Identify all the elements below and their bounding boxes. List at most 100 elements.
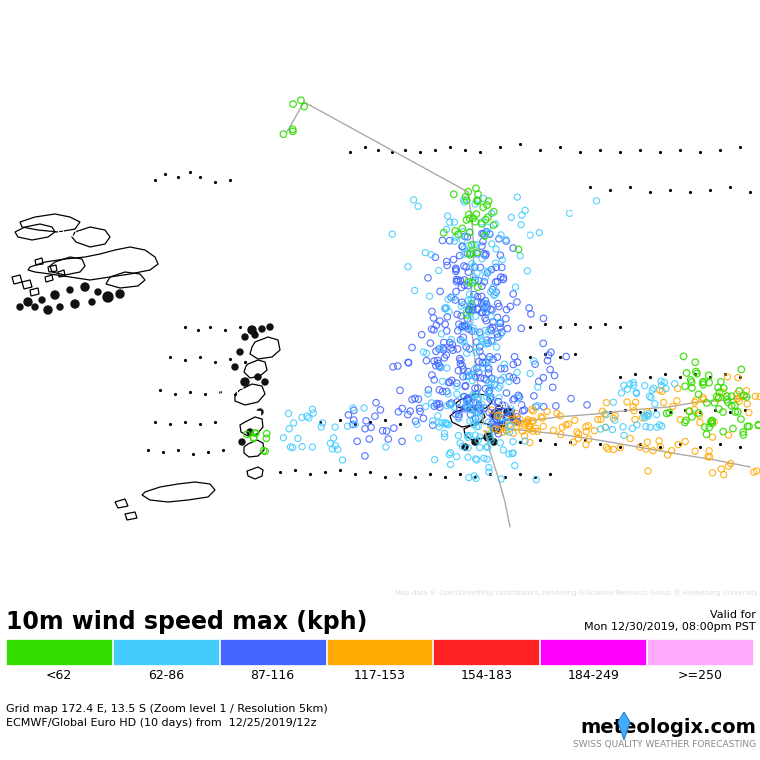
Point bbox=[720, 390, 733, 402]
Point bbox=[406, 341, 418, 353]
Circle shape bbox=[51, 291, 59, 299]
Point bbox=[477, 236, 489, 248]
Point bbox=[287, 123, 299, 135]
Point bbox=[295, 94, 307, 106]
Text: 10m wind speed max (kph): 10m wind speed max (kph) bbox=[6, 610, 367, 634]
Point bbox=[485, 303, 497, 315]
Point bbox=[698, 421, 711, 433]
Point bbox=[466, 325, 478, 337]
Point bbox=[742, 420, 754, 432]
Point bbox=[616, 387, 628, 399]
Point bbox=[743, 420, 755, 432]
Point bbox=[329, 439, 341, 451]
Point bbox=[500, 235, 512, 247]
Point bbox=[503, 426, 515, 439]
Circle shape bbox=[89, 299, 95, 305]
Point bbox=[382, 433, 394, 445]
Point bbox=[387, 361, 399, 373]
Point bbox=[458, 299, 470, 311]
Point bbox=[388, 422, 400, 434]
Point bbox=[432, 417, 445, 429]
Point bbox=[461, 320, 473, 332]
Point bbox=[454, 437, 466, 449]
Point bbox=[732, 392, 744, 404]
Point bbox=[495, 374, 507, 386]
Point bbox=[476, 297, 488, 309]
Point bbox=[441, 418, 453, 430]
Point bbox=[489, 276, 502, 288]
Point bbox=[452, 274, 464, 287]
Point bbox=[458, 391, 470, 403]
Point bbox=[445, 458, 457, 470]
Point bbox=[307, 407, 319, 420]
Point bbox=[472, 195, 484, 207]
Point bbox=[409, 392, 421, 404]
Point bbox=[636, 412, 648, 424]
Point bbox=[639, 412, 651, 424]
Point bbox=[451, 396, 464, 408]
Point bbox=[483, 227, 496, 239]
Point bbox=[461, 195, 473, 207]
Point bbox=[454, 358, 467, 370]
Point bbox=[654, 384, 666, 396]
Point bbox=[430, 345, 442, 357]
Point bbox=[543, 349, 555, 361]
Point bbox=[351, 435, 363, 448]
Point bbox=[451, 276, 463, 288]
Point bbox=[439, 302, 451, 315]
Point bbox=[482, 360, 494, 372]
Point bbox=[467, 418, 480, 430]
Point bbox=[506, 413, 518, 426]
Point bbox=[458, 274, 470, 286]
Point bbox=[413, 432, 425, 445]
Point bbox=[642, 410, 654, 422]
Point bbox=[642, 465, 654, 477]
Point bbox=[467, 212, 479, 224]
Point bbox=[661, 449, 673, 461]
Point bbox=[749, 391, 760, 403]
Point bbox=[438, 337, 450, 349]
Point bbox=[583, 433, 595, 445]
Point bbox=[495, 412, 507, 424]
Point bbox=[511, 416, 523, 429]
Point bbox=[485, 382, 497, 394]
Text: Grid map 172.4 E, 13.5 S (Zoom level 1 / Resolution 5km): Grid map 172.4 E, 13.5 S (Zoom level 1 /… bbox=[6, 704, 328, 714]
Point bbox=[572, 428, 584, 440]
Point bbox=[537, 401, 549, 413]
Point bbox=[465, 299, 477, 311]
Point bbox=[463, 404, 475, 416]
Point bbox=[518, 418, 530, 430]
Circle shape bbox=[39, 297, 45, 303]
Point bbox=[473, 442, 486, 454]
Point bbox=[473, 274, 485, 287]
Point bbox=[454, 274, 467, 287]
Point bbox=[420, 401, 432, 413]
Point bbox=[736, 391, 748, 403]
Point bbox=[380, 441, 392, 453]
Point bbox=[471, 239, 483, 251]
Point bbox=[483, 350, 496, 363]
Point bbox=[500, 425, 512, 437]
Point bbox=[515, 250, 527, 262]
Point bbox=[417, 412, 429, 424]
Point bbox=[641, 409, 653, 421]
Point bbox=[491, 351, 503, 363]
Point bbox=[680, 367, 692, 379]
Point bbox=[358, 402, 370, 414]
Point bbox=[647, 445, 659, 457]
Point bbox=[391, 360, 404, 372]
Point bbox=[459, 321, 471, 333]
Point bbox=[302, 412, 315, 424]
Point bbox=[485, 325, 497, 337]
Point bbox=[752, 419, 760, 431]
Point bbox=[494, 437, 506, 449]
Point bbox=[752, 420, 760, 432]
Point bbox=[483, 466, 495, 478]
Point bbox=[426, 369, 438, 381]
Point bbox=[680, 414, 692, 426]
Point bbox=[722, 460, 734, 472]
Point bbox=[679, 416, 691, 429]
Point bbox=[462, 432, 474, 444]
Point bbox=[648, 382, 660, 394]
Point bbox=[580, 421, 592, 433]
